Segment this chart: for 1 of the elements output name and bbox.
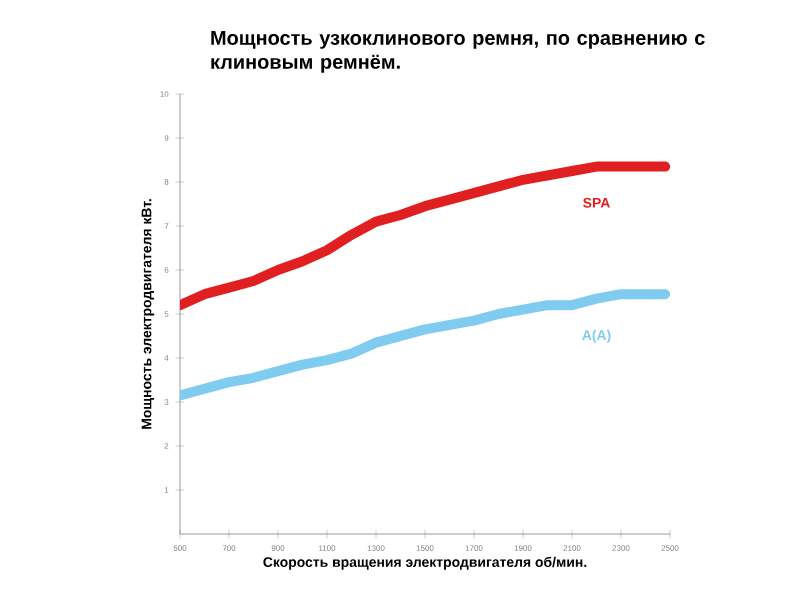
chart-title: Мощность узкоклинового ремня, по сравнению с клиновым ремнём. xyxy=(211,31,705,73)
